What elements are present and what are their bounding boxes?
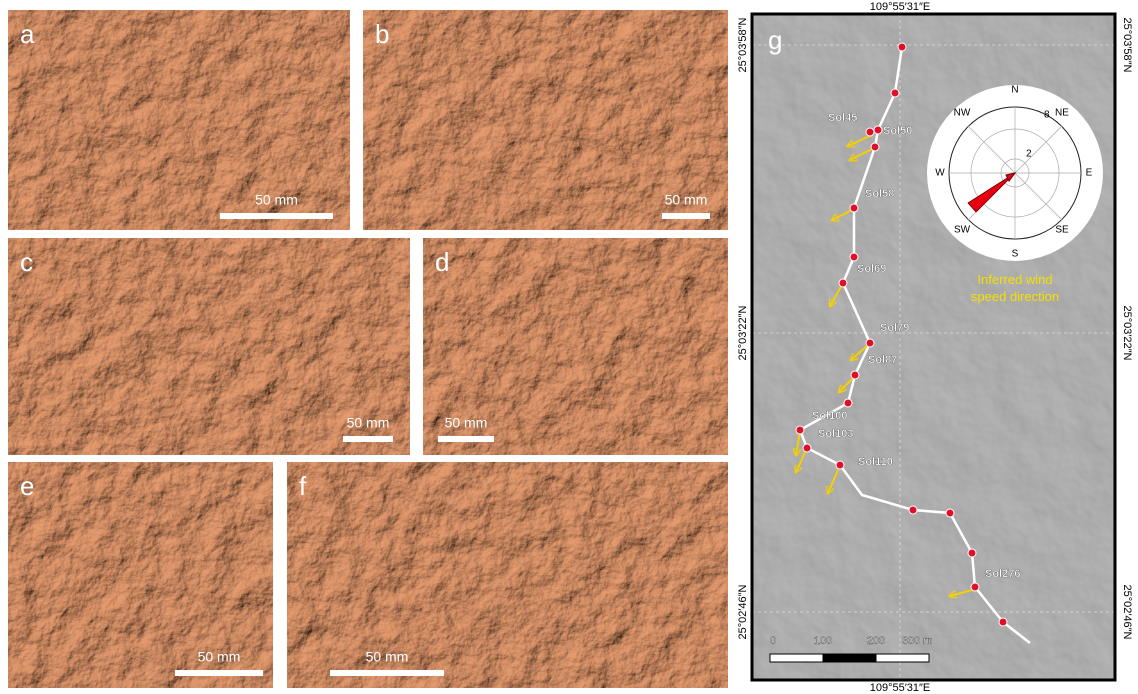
map-panel: g Sol45 Sol50 Sol58 Sol69 Sol79 Sol87 Sol100 Sol… <box>750 12 1117 682</box>
waypoint <box>890 88 900 98</box>
scale-label: 50 mm <box>198 649 241 665</box>
sol-label: Sol79 <box>880 322 909 334</box>
photo <box>8 10 350 230</box>
compass-label: N <box>1011 85 1018 96</box>
waypoint <box>865 338 875 348</box>
latitude-label: 25°03′22″N <box>1121 305 1133 360</box>
photo <box>363 10 728 230</box>
scale-bar <box>220 213 333 219</box>
photo <box>287 462 728 688</box>
scale-label: 0 <box>770 635 776 647</box>
scale-label: 100 <box>814 635 832 647</box>
latitude-label: 25°02′46″N <box>737 584 749 639</box>
map-border <box>750 12 1117 682</box>
waypoint <box>850 370 860 380</box>
waypoint <box>802 443 812 453</box>
waypoint <box>838 278 848 288</box>
waypoint <box>849 203 859 213</box>
sol-label: Sol276 <box>985 568 1020 580</box>
waypoints <box>795 42 1008 627</box>
sol-label: Sol100 <box>812 410 847 422</box>
photo <box>423 238 728 455</box>
panel-label: g <box>768 25 782 55</box>
compass-label: NW <box>954 108 971 119</box>
latitude-label: 25°03′58″N <box>737 17 749 72</box>
panel-label: f <box>299 471 307 501</box>
latitude-label: 25°03′58″N <box>1121 17 1133 72</box>
sol-label: Sol87 <box>868 354 897 366</box>
sol-label: Sol50 <box>883 125 912 137</box>
sol-label: Sol58 <box>865 188 894 200</box>
scale-label: 50 mm <box>445 415 488 431</box>
compass-label: SE <box>1055 225 1069 236</box>
waypoint <box>795 425 805 435</box>
longitude-label: 109°55′31″E <box>870 1 931 13</box>
waypoint <box>897 42 907 52</box>
panel-label: a <box>20 19 35 49</box>
waypoint <box>970 582 980 592</box>
panel-label: d <box>435 247 449 277</box>
scale-label: 200 <box>867 635 885 647</box>
waypoint <box>908 505 918 515</box>
longitude-label: 109°55′31″E <box>870 682 931 694</box>
scale-bar <box>343 436 393 442</box>
sol-label: Sol45 <box>828 112 857 124</box>
wind-arrows <box>796 134 973 596</box>
waypoint <box>945 508 955 518</box>
scale-bar <box>438 436 494 442</box>
waypoint <box>873 125 883 135</box>
waypoint <box>835 460 845 470</box>
rose-ring-label: 2 <box>1026 149 1032 160</box>
compass-label: NE <box>1055 108 1069 119</box>
photo <box>8 238 410 455</box>
rover-track <box>798 46 1031 644</box>
waypoint <box>865 127 875 137</box>
scale-label: 300 m <box>902 635 933 647</box>
grid-lines <box>752 14 1115 680</box>
latitude-label: 25°03′22″N <box>737 305 749 360</box>
waypoint <box>843 398 853 408</box>
compass-label: S <box>1012 249 1019 260</box>
waypoint <box>849 252 859 262</box>
waypoint <box>967 548 977 558</box>
panel-label: b <box>375 19 389 49</box>
sol-label: Sol110 <box>858 456 893 468</box>
legend-text: Inferred wind speed direction <box>971 272 1059 304</box>
photo <box>8 462 273 688</box>
sol-label: Sol103 <box>818 428 853 440</box>
scale-bar <box>175 670 263 676</box>
scale-label: 50 mm <box>665 192 708 208</box>
compass-label: W <box>935 168 945 179</box>
wind-rose <box>927 85 1103 261</box>
compass-label: SW <box>954 225 971 236</box>
waypoint <box>870 142 880 152</box>
latitude-label: 25°02′46″N <box>1121 584 1133 639</box>
photo-panels: a 50 mm b 50 mm c 50 mm d 50 mm e 50 mm f 50 mm <box>8 10 728 688</box>
compass-label: E <box>1086 168 1093 179</box>
waypoint <box>998 617 1008 627</box>
scale-bar <box>662 213 710 219</box>
scale-label: 50 mm <box>255 192 298 208</box>
scale-label: 50 mm <box>347 415 390 431</box>
scale-label: 50 mm <box>366 649 409 665</box>
panel-label: e <box>20 471 34 501</box>
rose-ring-label: 8 <box>1044 110 1050 121</box>
scale-bar <box>330 670 444 676</box>
sol-label: Sol69 <box>857 263 886 275</box>
scale-bar <box>769 653 930 663</box>
panel-label: c <box>20 247 33 277</box>
